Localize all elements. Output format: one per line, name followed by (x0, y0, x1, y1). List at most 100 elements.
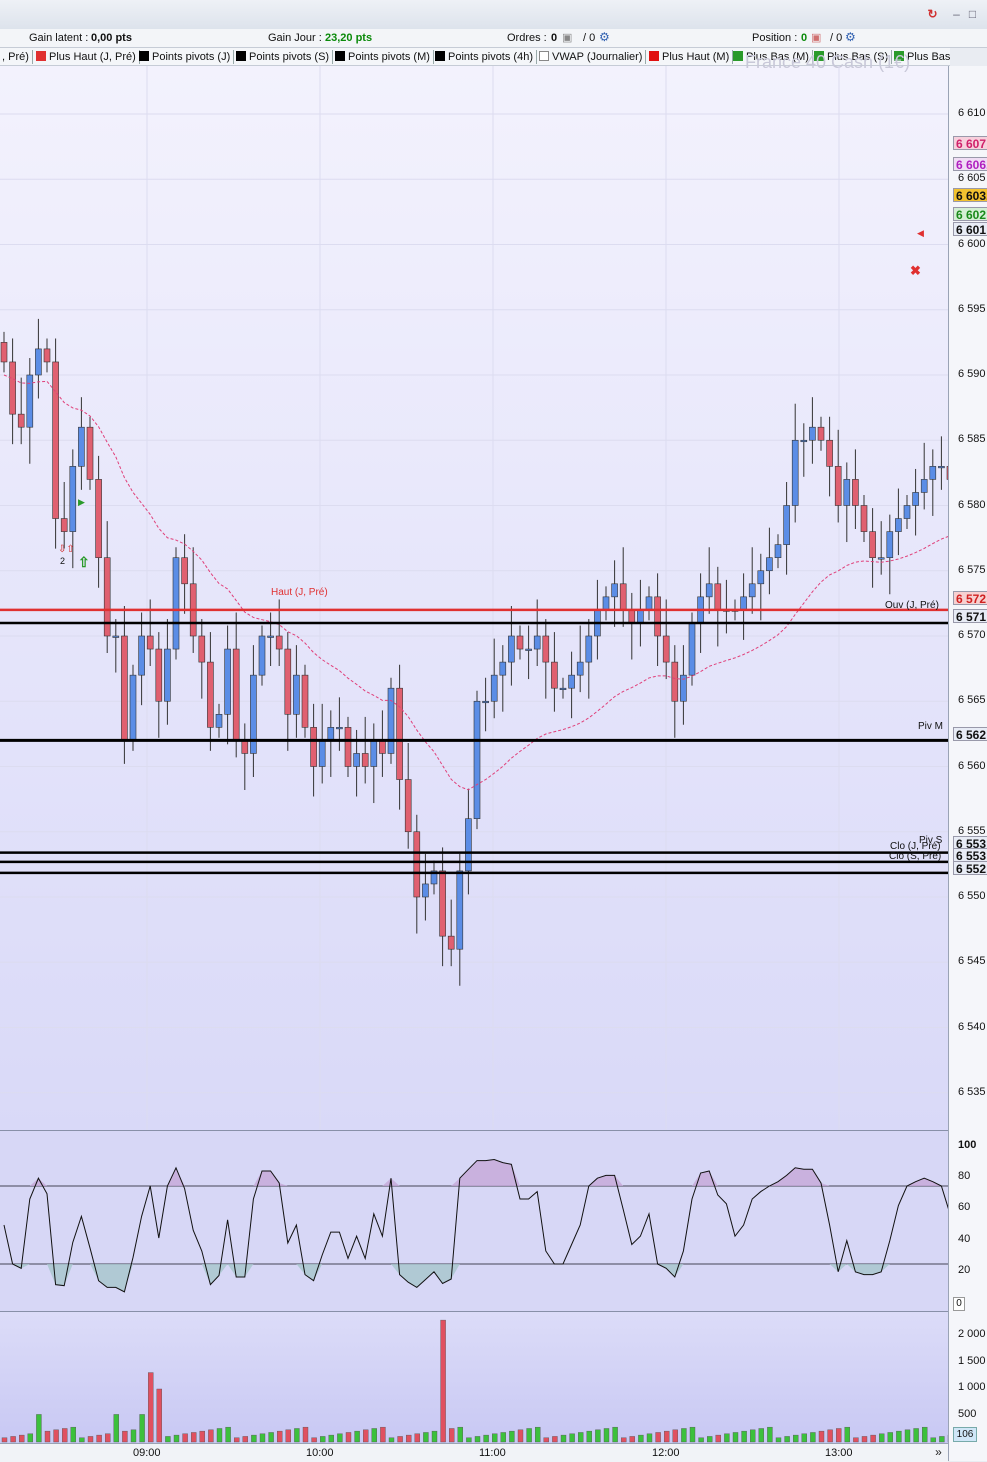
candle-body (920, 479, 928, 493)
volume-bar (922, 1426, 928, 1443)
ouv-level-label: Ouv (J, Pré) (885, 600, 939, 611)
buy-arrow-icon: ⇧ (78, 554, 90, 570)
candle-body (344, 727, 352, 767)
candle (215, 703, 223, 738)
volume-tick-label: 1 000 (958, 1381, 986, 1393)
candlestick-chart[interactable] (0, 66, 948, 1130)
piv-m-level-label: Piv M (918, 721, 943, 732)
candle (250, 645, 257, 777)
candle-body (852, 479, 859, 506)
candle (714, 566, 722, 647)
price-tick-label: 6 595 (958, 302, 986, 315)
candle (112, 619, 120, 673)
price-tick-label: 6 570 (958, 629, 986, 641)
candle (284, 632, 292, 751)
candle (60, 482, 68, 549)
legend-item[interactable]: Plus Bas (M) (731, 50, 813, 64)
price-tag: 6 552 (953, 861, 987, 875)
candle-body (86, 426, 94, 480)
trading-status-bar: Gain latent : 0,00 pts Gain Jour : 23,20… (0, 29, 987, 48)
candle (95, 455, 102, 588)
candle-body (43, 348, 51, 363)
position-settings-gear-icon[interactable]: ⚙ (845, 30, 856, 44)
candle-body (508, 635, 515, 663)
candle-body (121, 635, 128, 741)
volume-bar (311, 1437, 317, 1443)
candle (568, 651, 575, 719)
legend-item[interactable]: Plus Bas (S) (812, 50, 893, 64)
volume-bar (655, 1432, 661, 1443)
time-axis[interactable]: 09:00 10:00 11:00 12:00 13:00 (0, 1443, 948, 1462)
volume-bar (552, 1436, 558, 1443)
price-tag: 6 603,8 (953, 188, 987, 202)
candle (843, 462, 851, 543)
volume-bar (62, 1428, 68, 1443)
price-tag: 6 601 (953, 222, 987, 236)
legend-item[interactable]: Plus Haut (J, Pré) (34, 50, 140, 64)
price-tick-label: 6 540 (958, 1020, 986, 1033)
volume-bar (500, 1432, 506, 1443)
volume-bar (758, 1428, 764, 1443)
scroll-right-button[interactable]: » (935, 1445, 942, 1459)
volume-bar (173, 1434, 180, 1443)
volume-bar (380, 1426, 386, 1443)
candle (456, 853, 464, 986)
gain-jour-value: 23,20 pts (325, 32, 373, 44)
price-tick-label: 6 605 (958, 172, 986, 185)
legend-swatch (814, 51, 824, 61)
price-chart-panel[interactable]: France 40 Cash (1€) Haut (J, Pré) Ouv (J… (0, 52, 948, 1130)
haut-level-label: Haut (J, Pré) (271, 587, 328, 598)
position-close-icon[interactable]: ▣ (811, 32, 822, 44)
candle (310, 703, 317, 797)
candle (86, 416, 94, 490)
legend-item[interactable]: Plus Haut (M) (647, 50, 734, 64)
volume-bar (715, 1434, 721, 1443)
candle-body (215, 713, 223, 728)
volume-bar (879, 1433, 885, 1443)
candle (224, 625, 231, 745)
refresh-icon[interactable]: ↻ (927, 7, 938, 21)
candle-body (456, 870, 464, 950)
candle (723, 579, 730, 634)
legend-item[interactable]: Points pivots (J) (137, 50, 235, 64)
candle-body (447, 935, 455, 950)
legend-item[interactable]: VWAP (Journalier) (537, 50, 647, 64)
volume-bar (474, 1436, 481, 1443)
ordres-count: 0 (551, 32, 558, 44)
volume-bar (818, 1430, 825, 1443)
candle-body (473, 700, 481, 819)
volume-panel[interactable] (0, 1311, 948, 1444)
candle (129, 664, 137, 751)
volume-bar (354, 1430, 360, 1443)
legend-item[interactable]: Plus Bas (892, 50, 950, 64)
candle-body (387, 687, 395, 754)
candle (525, 625, 532, 680)
minimize-icon[interactable]: – (953, 7, 960, 21)
price-axis[interactable] (948, 66, 987, 1461)
red-marker-icon: ◀ (917, 228, 924, 238)
oscillator-tick-label: 40 (958, 1232, 971, 1245)
legend-item[interactable]: Points pivots (4h) (433, 50, 537, 64)
ordres-settings-gear-icon[interactable]: ⚙ (599, 30, 610, 44)
candle-body (413, 831, 421, 898)
oscillator-panel[interactable] (0, 1130, 948, 1311)
volume-bar (449, 1428, 455, 1443)
candle-body (379, 740, 386, 754)
candle (834, 429, 842, 523)
candle (422, 853, 429, 921)
candle (645, 586, 653, 621)
volume-bar (638, 1434, 644, 1443)
candle-body (843, 479, 851, 506)
legend-item[interactable]: Points pivots (S) (234, 50, 334, 64)
maximize-icon[interactable]: □ (968, 7, 977, 21)
volume-bar (844, 1426, 850, 1443)
volume-bar (294, 1428, 300, 1443)
ordres-cancel-icon[interactable]: ▣ (562, 32, 573, 44)
legend-swatch (139, 51, 149, 61)
volume-bar (285, 1429, 291, 1443)
candle (628, 592, 636, 660)
legend-item[interactable]: Points pivots (M) (333, 50, 434, 64)
candle-body (585, 635, 593, 663)
legend-item[interactable]: , Pré) (0, 50, 33, 64)
volume-bar (259, 1433, 266, 1443)
